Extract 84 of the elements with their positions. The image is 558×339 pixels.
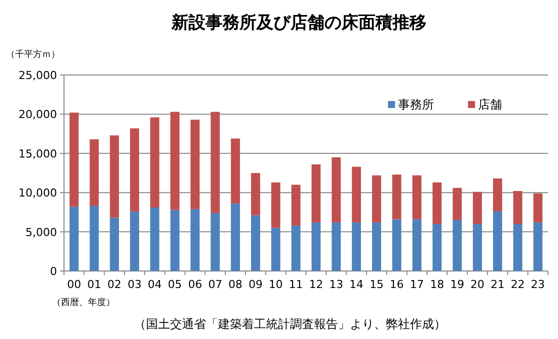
x-tick-label: 19 xyxy=(450,278,464,291)
bar xyxy=(130,128,140,212)
y-axis-title: （千平方ｍ） xyxy=(6,49,60,60)
x-tick-label: 17 xyxy=(410,278,424,291)
bar xyxy=(412,175,422,220)
bar xyxy=(352,166,361,222)
x-tick-label: 20 xyxy=(470,278,484,291)
bar xyxy=(352,222,361,271)
bar xyxy=(271,228,280,271)
bar xyxy=(332,222,341,271)
y-tick-label: 10,000 xyxy=(18,186,57,200)
chart-title: 新設事務所及び店舗の床面積推移 xyxy=(170,13,426,33)
bar xyxy=(210,212,220,271)
x-tick-label: 14 xyxy=(349,278,364,291)
text: （国土交通省「建築着工統計調査報告」より、弊社作成） xyxy=(134,317,446,331)
bar xyxy=(533,222,542,271)
bar xyxy=(90,139,99,206)
x-tick-label: 10 xyxy=(268,278,283,291)
y-tick-label: 25,000 xyxy=(18,69,57,82)
bar xyxy=(251,215,260,271)
bar xyxy=(110,218,119,271)
bar xyxy=(472,192,482,224)
y-tick-label: 15,000 xyxy=(18,147,57,160)
bar xyxy=(472,224,482,271)
legend-label: 事務所 xyxy=(398,98,434,112)
bar xyxy=(70,112,79,207)
bar xyxy=(452,188,462,220)
x-tick-label: 11 xyxy=(288,278,303,291)
bar xyxy=(150,207,160,271)
bar xyxy=(210,112,220,213)
x-tick-label: 18 xyxy=(430,278,444,291)
x-tick-label: 05 xyxy=(168,278,182,291)
bar xyxy=(452,220,462,271)
bar xyxy=(312,164,321,222)
bar xyxy=(130,211,140,271)
bar xyxy=(190,209,200,271)
bar xyxy=(372,175,382,222)
bar xyxy=(70,206,79,271)
y-tick-label: 0 xyxy=(50,265,57,278)
x-tick-label: 06 xyxy=(188,278,202,291)
bar xyxy=(150,117,160,208)
bar xyxy=(493,178,502,212)
x-tick-label: 04 xyxy=(148,278,162,291)
x-tick-label: 07 xyxy=(208,278,222,291)
bar xyxy=(291,226,300,271)
bar xyxy=(392,174,402,220)
bar xyxy=(513,224,522,271)
x-tick-label: 03 xyxy=(128,278,142,291)
bar xyxy=(392,219,402,271)
bar xyxy=(412,219,422,271)
x-tick-label: 13 xyxy=(329,278,344,291)
bar xyxy=(493,211,502,271)
bar xyxy=(230,204,240,271)
bar xyxy=(513,191,522,224)
bar xyxy=(312,222,321,271)
x-axis-title: （西暦、年度） xyxy=(52,297,115,308)
bar xyxy=(432,224,442,271)
bar xyxy=(533,193,542,222)
bar xyxy=(170,210,180,271)
legend-label: 店舗 xyxy=(478,98,502,112)
bar xyxy=(432,182,442,224)
x-tick-label: 09 xyxy=(248,278,263,291)
y-tick-label: 5,000 xyxy=(26,226,57,239)
bar xyxy=(372,222,382,271)
x-tick-label: 02 xyxy=(107,278,122,291)
x-tick-label: 08 xyxy=(228,278,242,291)
x-tick-label: 22 xyxy=(510,278,525,291)
y-tick-label: 20,000 xyxy=(18,108,57,122)
bar xyxy=(170,112,180,210)
bar xyxy=(230,138,240,204)
x-tick-label: 21 xyxy=(490,278,505,291)
bar xyxy=(190,120,200,210)
x-tick-label: 16 xyxy=(390,278,404,291)
x-tick-label: 01 xyxy=(87,278,102,291)
bar xyxy=(251,173,260,216)
bar xyxy=(332,157,341,222)
x-tick-label: 15 xyxy=(370,278,384,291)
x-tick-label: 00 xyxy=(67,278,82,291)
bar xyxy=(110,135,119,218)
bar xyxy=(291,184,300,226)
x-tick-label: 12 xyxy=(309,278,324,291)
bar xyxy=(90,206,99,271)
bar xyxy=(271,182,280,228)
x-tick-label: 23 xyxy=(530,278,545,291)
